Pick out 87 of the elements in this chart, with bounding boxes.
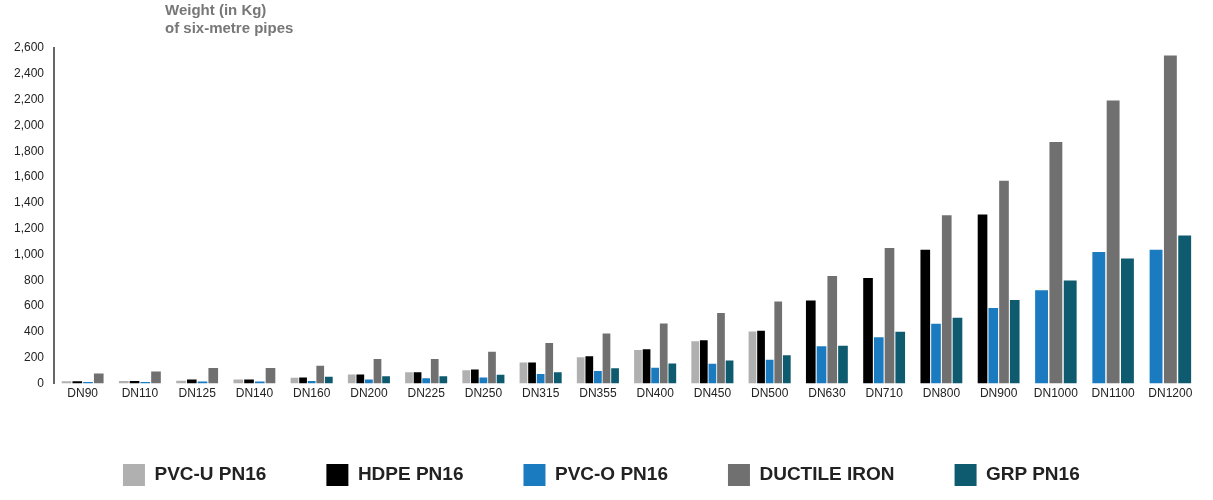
x-tick-label: DN800 <box>922 386 961 401</box>
bar <box>470 369 479 384</box>
bar <box>72 381 83 384</box>
x-tick-label: DN355 <box>579 386 617 401</box>
y-tick-label: 600 <box>24 298 45 313</box>
y-tick-label: 200 <box>24 350 45 365</box>
legend-label: HDPE PN16 <box>357 463 464 485</box>
x-tick-label: DN1200 <box>1148 386 1193 401</box>
x-tick-label: DN125 <box>178 386 217 401</box>
x-tick-label: DN160 <box>292 386 331 401</box>
y-tick-label: 1,400 <box>14 195 45 210</box>
bar <box>299 377 307 384</box>
y-tick-label: 800 <box>24 272 45 287</box>
bar <box>699 340 708 384</box>
bar <box>585 356 594 384</box>
y-tick-label: 2,000 <box>14 117 45 132</box>
legend-label: DUCTILE IRON <box>759 463 895 485</box>
bar <box>884 247 895 384</box>
y-tick-label: 1,800 <box>14 143 45 158</box>
bar <box>594 370 602 384</box>
bar <box>757 330 765 384</box>
bar <box>774 301 783 384</box>
y-tick-label: 2,600 <box>14 40 45 55</box>
bar <box>233 379 244 384</box>
y-tick-label: 2,400 <box>14 66 45 81</box>
bar <box>324 376 333 384</box>
y-tick-label: 1,200 <box>14 221 45 236</box>
bar <box>1009 299 1020 384</box>
bar <box>382 376 390 384</box>
x-tick-label: DN900 <box>979 386 1018 401</box>
x-tick-label: DN500 <box>750 386 789 401</box>
bar <box>430 359 439 384</box>
bar <box>659 323 668 384</box>
x-tick-label: DN1100 <box>1091 386 1136 401</box>
bar <box>748 331 757 384</box>
x-tick-label: DN90 <box>67 386 99 401</box>
legend-label: PVC-U PN16 <box>154 463 267 485</box>
bar <box>717 313 725 384</box>
x-tick-label: DN710 <box>865 386 904 401</box>
y-tick-label: 1,000 <box>14 246 45 261</box>
bar <box>519 362 528 384</box>
x-tick-label: DN140 <box>235 386 274 401</box>
bar <box>827 275 838 384</box>
bar <box>186 379 197 384</box>
bar <box>356 374 365 384</box>
x-tick-label: DN200 <box>350 386 388 401</box>
bar <box>691 341 700 384</box>
bar <box>941 215 952 384</box>
bar <box>439 376 448 384</box>
y-axis-title: Weight (in Kg) of six-metre pipes <box>165 1 294 37</box>
bar <box>611 368 619 384</box>
x-tick-label: DN450 <box>693 386 732 401</box>
bar <box>576 357 585 384</box>
x-tick-label: DN225 <box>407 386 446 401</box>
x-tick-label: DN250 <box>464 386 503 401</box>
bar <box>462 370 471 384</box>
legend-label: PVC-O PN16 <box>554 463 668 485</box>
x-tick-label: DN630 <box>808 386 846 401</box>
x-tick-label: DN400 <box>636 386 675 401</box>
bar <box>838 345 848 384</box>
y-tick-label: 1,600 <box>14 169 45 184</box>
y-tick-label: 2,200 <box>14 91 45 106</box>
bar <box>316 365 325 384</box>
bar <box>244 379 254 384</box>
bar <box>634 350 642 384</box>
y-tick-label: 0 <box>37 375 45 390</box>
bar <box>553 372 562 384</box>
bar <box>422 378 431 384</box>
bar <box>528 362 536 384</box>
y-tick-label: 400 <box>24 324 45 339</box>
bar <box>488 351 496 384</box>
bar <box>952 317 963 384</box>
bar <box>765 359 774 384</box>
bar <box>536 373 545 384</box>
bar <box>782 355 791 384</box>
bar <box>895 331 906 384</box>
bar <box>405 372 413 384</box>
bar <box>545 342 554 384</box>
x-tick-label: DN110 <box>121 386 159 401</box>
bar <box>365 379 373 384</box>
bar <box>668 363 677 384</box>
legend-label: GRP PN16 <box>986 463 1080 485</box>
x-tick-label: DN1000 <box>1033 386 1079 401</box>
bar <box>347 374 356 384</box>
x-tick-label: DN315 <box>521 386 560 401</box>
bar <box>651 367 659 384</box>
bar <box>999 180 1009 384</box>
